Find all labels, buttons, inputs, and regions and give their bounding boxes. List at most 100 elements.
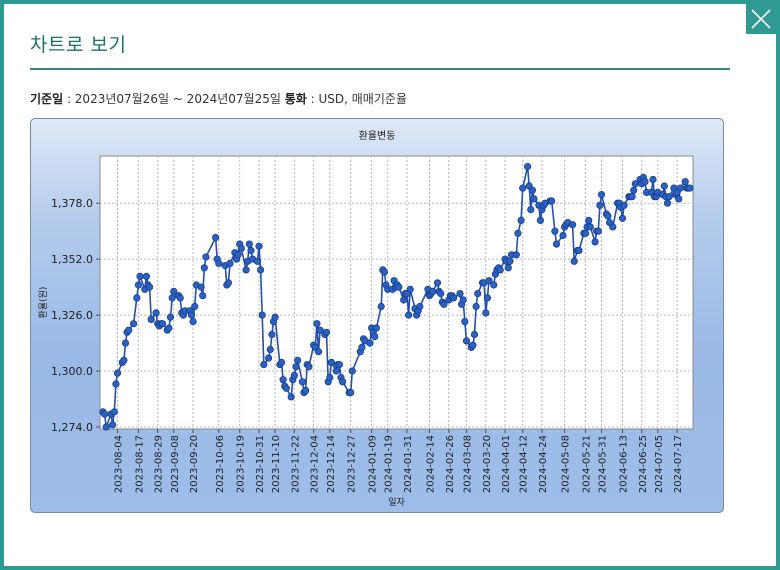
data-point [663, 199, 672, 207]
data-point [630, 186, 638, 194]
data-point [483, 294, 491, 302]
x-tick-label: 2024-01-19 [384, 435, 395, 493]
data-point [134, 281, 143, 289]
data-point [282, 384, 290, 392]
data-point [469, 341, 477, 349]
x-tick-label: 2024-05-08 [561, 435, 572, 493]
data-point [110, 408, 118, 416]
x-tick-label: 2023-09-08 [170, 435, 181, 493]
data-point [101, 410, 109, 418]
data-point [237, 244, 245, 252]
data-point [322, 328, 331, 336]
data-point [459, 296, 467, 304]
data-point [609, 223, 617, 231]
y-tick-label: 1,300.0 [51, 365, 93, 378]
y-tick-label: 1,352.0 [51, 253, 93, 266]
data-point [470, 330, 479, 339]
data-point [514, 229, 522, 237]
data-point [660, 182, 668, 190]
exchange-rate-chart: 1,274.0 1,300.0 1,326.0 1,352.0 1,378.0 2023-… [37, 155, 694, 508]
data-point [242, 266, 250, 274]
data-point [528, 186, 536, 194]
data-point [548, 197, 556, 205]
data-point [202, 253, 210, 261]
data-point [482, 309, 490, 317]
x-tick-label: 2023-09-20 [189, 435, 200, 493]
x-axis-label: 일자 [388, 497, 405, 508]
currency-value: USD, 매매기준율 [318, 92, 407, 106]
data-point [191, 302, 199, 311]
data-point [594, 227, 602, 235]
y-tick-label: 1,326.0 [51, 309, 93, 322]
data-point [200, 264, 208, 272]
data-point [512, 251, 520, 259]
data-point [371, 333, 379, 341]
x-tick-label: 2023-10-19 [236, 435, 247, 493]
data-point [456, 290, 464, 298]
x-tick-label: 2024-02-26 [445, 435, 456, 493]
close-button[interactable] [746, 4, 776, 34]
data-point [215, 259, 223, 267]
x-tick-label: 2023-08-29 [154, 435, 165, 493]
data-point [472, 302, 480, 311]
data-point [120, 356, 128, 364]
data-point [279, 376, 287, 384]
data-point [581, 229, 590, 237]
x-tick-label: 2024-04-24 [538, 435, 549, 493]
data-point [226, 259, 234, 267]
data-point [586, 223, 594, 231]
data-point [305, 363, 313, 371]
data-point [277, 358, 286, 366]
data-point [152, 309, 160, 317]
data-point [681, 178, 689, 186]
y-tick-label: 1,274.0 [51, 421, 93, 434]
data-point [271, 313, 279, 321]
data-point [234, 251, 242, 259]
data-point [530, 195, 538, 203]
data-point [335, 361, 343, 369]
base-date-value: 2023년07월26일 ~ 2024년07월25일 [74, 92, 281, 106]
data-point [260, 361, 268, 369]
data-point [358, 343, 366, 351]
data-point [253, 257, 261, 265]
data-point [665, 193, 673, 201]
data-point [258, 311, 266, 319]
x-tick-label: 2024-03-08 [462, 435, 473, 493]
x-tick-label: 2024-01-31 [403, 435, 414, 493]
x-tick-label: 2024-07-05 [654, 435, 665, 493]
x-tick-label: 2024-03-20 [482, 435, 493, 493]
data-point [170, 287, 178, 295]
data-point [440, 300, 448, 308]
chart-title: 환율변동 [358, 131, 396, 142]
x-tick-label: 2023-11-22 [290, 435, 301, 493]
data-point [628, 193, 636, 201]
data-point [596, 201, 604, 209]
data-point [293, 356, 302, 364]
data-point [618, 214, 627, 222]
data-point [245, 240, 253, 248]
x-tick-label: 2023-12-27 [347, 435, 358, 493]
data-point [416, 302, 424, 311]
data-point [332, 367, 340, 375]
base-date-label: 기준일 [30, 92, 64, 106]
data-point [199, 292, 207, 300]
data-point [102, 423, 110, 431]
data-point [504, 264, 512, 272]
x-tick-label: 2023-10-31 [255, 435, 266, 493]
data-point [552, 240, 561, 248]
dialog-title: 차트로 보기 [30, 34, 127, 56]
data-point [641, 178, 649, 186]
data-point [527, 206, 535, 214]
data-point [366, 339, 374, 347]
data-point [298, 378, 306, 386]
data-point [314, 348, 323, 356]
data-point [496, 266, 504, 274]
currency-label: 통화 [284, 92, 307, 106]
data-point [147, 315, 155, 323]
y-tick-label: 1,378.0 [51, 197, 93, 210]
x-tick-label: 2024-06-13 [618, 435, 629, 493]
data-point [372, 324, 380, 332]
data-point [146, 283, 154, 291]
data-point [168, 294, 176, 302]
data-point [290, 371, 298, 379]
